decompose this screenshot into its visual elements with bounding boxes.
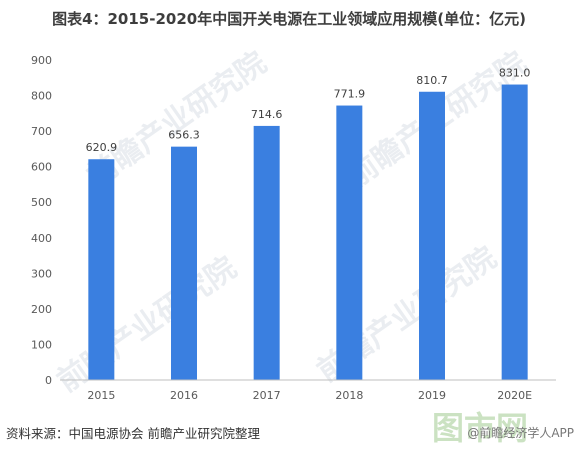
y-tick-label: 400 bbox=[31, 232, 52, 245]
bar bbox=[501, 84, 528, 381]
credit-note: @前瞻经济学人APP bbox=[467, 426, 574, 440]
y-tick-label: 500 bbox=[31, 196, 52, 209]
y-tick-label: 0 bbox=[45, 374, 52, 387]
y-tick-label: 200 bbox=[31, 303, 52, 316]
x-tick-label: 2016 bbox=[170, 389, 198, 402]
y-tick-label: 300 bbox=[31, 267, 52, 280]
x-tick-label: 2017 bbox=[253, 389, 281, 402]
bar bbox=[419, 91, 445, 381]
x-tick-label: 2015 bbox=[87, 389, 115, 402]
y-tick-label: 800 bbox=[31, 90, 52, 103]
y-tick-label: 100 bbox=[31, 338, 52, 351]
source-note: 资料来源：中国电源协会 前瞻产业研究院整理 bbox=[6, 426, 260, 441]
x-tick-label: 2019 bbox=[418, 389, 446, 402]
data-label: 810.7 bbox=[416, 74, 448, 87]
y-tick-label: 600 bbox=[31, 161, 52, 174]
data-label: 620.9 bbox=[86, 141, 118, 154]
data-label: 771.9 bbox=[334, 88, 366, 101]
y-tick-label: 700 bbox=[31, 125, 52, 138]
data-label: 714.6 bbox=[251, 108, 283, 121]
data-label: 656.3 bbox=[168, 129, 200, 142]
bar bbox=[171, 146, 197, 380]
bars: 620.9 656.3 714.6 771.9 810.7 831.0 bbox=[86, 67, 531, 381]
x-tick-label: 2020E bbox=[497, 389, 532, 402]
data-label: 831.0 bbox=[499, 67, 531, 80]
bar-chart: 0 100 200 300 400 500 600 700 800 900 620.9 656.3 7… bbox=[31, 54, 556, 402]
y-axis: 0 100 200 300 400 500 600 700 800 900 bbox=[31, 54, 52, 387]
x-axis: 2015 2016 2017 2018 2019 2020E bbox=[60, 379, 556, 402]
bar bbox=[253, 125, 280, 380]
chart-title: 图表4：2015-2020年中国开关电源在工业领域应用规模(单位：亿元) bbox=[52, 10, 526, 28]
y-tick-label: 900 bbox=[31, 54, 52, 67]
bar bbox=[336, 105, 363, 381]
x-tick-label: 2018 bbox=[335, 389, 363, 402]
bar bbox=[88, 159, 115, 380]
